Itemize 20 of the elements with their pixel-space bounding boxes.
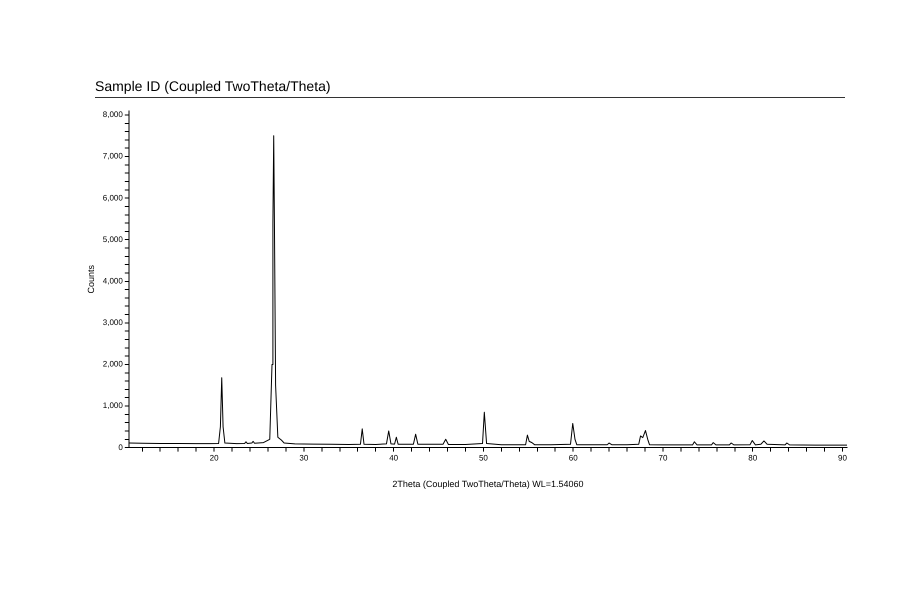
x-tick-label: 50 <box>478 454 488 463</box>
y-tick-label: 7,000 <box>102 152 124 161</box>
y-tick-label: 3,000 <box>102 318 124 328</box>
x-tick-label: 80 <box>748 454 758 463</box>
y-tick-label: 6,000 <box>102 193 124 202</box>
y-tick-label: 2,000 <box>102 360 124 369</box>
y-axis-title: Counts <box>86 264 96 294</box>
chart-title: Sample ID (Coupled TwoTheta/Theta) <box>95 78 845 98</box>
x-tick-label: 60 <box>568 454 578 463</box>
y-tick-label: 4,000 <box>102 276 124 286</box>
x-tick-label: 70 <box>658 454 668 463</box>
y-tick-label: 1,000 <box>102 401 124 410</box>
y-tick-label: 5,000 <box>102 234 124 244</box>
x-tick-label: 20 <box>210 454 220 463</box>
x-tick-label: 30 <box>299 454 309 463</box>
x-axis-title: 2Theta (Coupled TwoTheta/Theta) WL=1.54060 <box>392 479 584 490</box>
x-tick-label: 40 <box>389 454 399 463</box>
x-tick-label: 90 <box>838 454 848 463</box>
y-tick-label: 0 <box>118 442 124 452</box>
y-tick-label: 8,000 <box>102 110 124 120</box>
